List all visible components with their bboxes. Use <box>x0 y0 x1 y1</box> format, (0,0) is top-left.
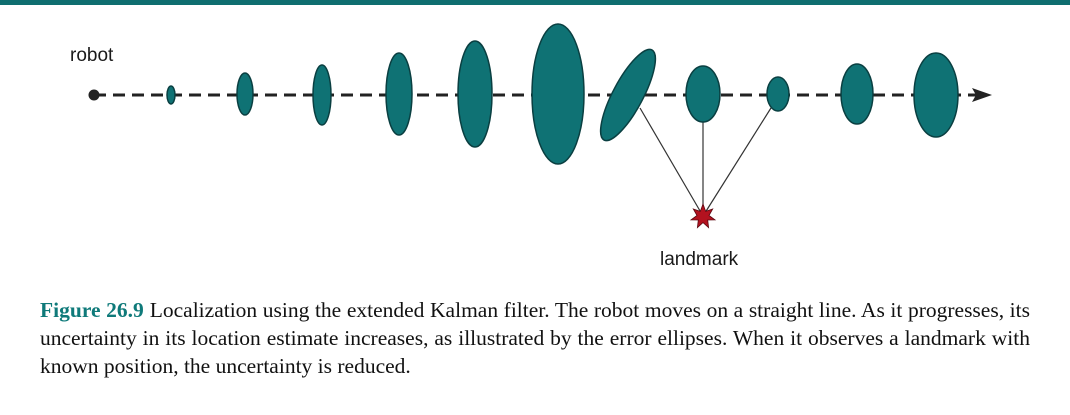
error-ellipse-3 <box>312 64 332 126</box>
error-ellipse-1 <box>166 85 176 105</box>
robot-start-point <box>88 89 100 101</box>
error-ellipse-5 <box>457 40 493 148</box>
figure-caption: Figure 26.9 Localization using the extend… <box>40 296 1030 380</box>
error-ellipse-2 <box>236 72 254 116</box>
sight-line-1 <box>639 107 704 217</box>
figure-number: Figure 26.9 <box>40 298 144 322</box>
error-ellipse-4 <box>385 52 413 136</box>
error-ellipse-10 <box>840 63 874 125</box>
error-ellipses <box>166 23 959 165</box>
error-ellipse-8 <box>685 65 721 123</box>
sight-line-3 <box>702 99 777 217</box>
robot-label: robot <box>70 45 114 66</box>
error-ellipse-9 <box>766 76 790 112</box>
error-ellipse-7 <box>599 48 657 142</box>
top-rule <box>0 0 1070 5</box>
error-ellipse-6 <box>531 23 585 165</box>
landmark-label: landmark <box>660 249 739 270</box>
localization-diagram: robot landmark <box>70 23 992 270</box>
trajectory-arrowhead <box>972 88 992 102</box>
error-ellipse-11 <box>913 52 959 138</box>
caption-text: Localization using the extended Kalman f… <box>40 298 1030 378</box>
landmark-star-icon <box>689 202 717 229</box>
